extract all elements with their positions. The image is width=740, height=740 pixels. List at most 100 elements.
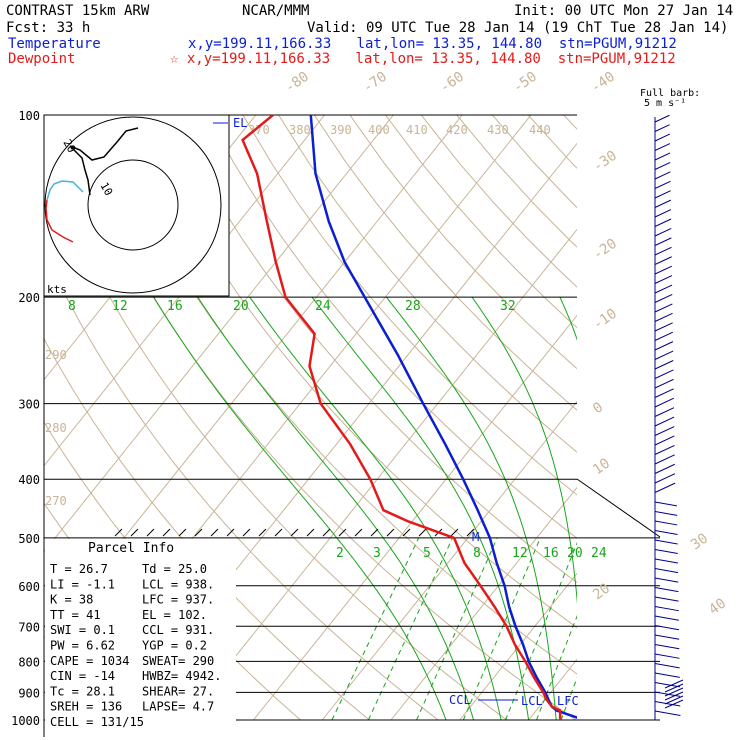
theta-label: 390 — [330, 123, 352, 137]
parcel-title: Parcel Info — [88, 541, 174, 556]
wind-barb — [654, 501, 678, 507]
pressure-tick-label: 1000 — [11, 714, 40, 728]
wind-barb — [654, 218, 672, 227]
parcel-box — [45, 539, 236, 725]
hash-mark — [274, 528, 283, 537]
hash-mark — [402, 528, 411, 537]
mixing-ratio-line — [416, 537, 498, 721]
hash-mark — [226, 528, 235, 537]
wind-barb — [654, 587, 679, 593]
moist-adiabat-label: 32 — [500, 299, 516, 314]
dry-adiabat-line — [242, 115, 577, 496]
parcel-value: SWI = 0.1 — [50, 623, 115, 637]
wind-barb — [654, 701, 681, 707]
hash-mark — [162, 528, 171, 537]
valid-time: Valid: 09 UTC Tue 28 Jan 14 (19 ChT Tue … — [307, 20, 728, 36]
hodograph-ring-20 — [44, 116, 222, 294]
isotherm-label: -50 — [510, 69, 540, 97]
hash-mark — [418, 528, 427, 537]
mixing-ratio-line — [331, 537, 420, 721]
wind-barb — [664, 699, 684, 709]
hash-mark — [338, 528, 347, 537]
pressure-tick-label: 500 — [18, 532, 40, 546]
pressure-tick-label: 800 — [18, 655, 40, 669]
wind-barb — [654, 369, 674, 379]
wind-barb — [654, 331, 674, 341]
wind-barb — [654, 312, 673, 322]
hash-mark — [242, 528, 251, 537]
hash-mark — [130, 528, 139, 537]
hash-mark — [114, 528, 123, 537]
isotherm-line — [253, 314, 577, 721]
isotherm-label: -20 — [590, 236, 620, 264]
dry-adiabat-line — [44, 155, 508, 721]
hash-mark — [178, 528, 187, 537]
hash-mark — [306, 528, 315, 537]
wind-barb — [654, 482, 676, 493]
parcel-value: CELL = 131/15 — [50, 715, 144, 729]
hash-mark — [466, 528, 475, 537]
moist-adiabat-label: 16 — [167, 299, 183, 314]
parcel-value: CIN = -14 — [50, 669, 115, 683]
dewpoint-location: ☆ x,y=199.11,166.33 lat,lon= 13.35, 144.… — [170, 51, 676, 67]
hodograph-ring-label: 10 — [97, 180, 115, 198]
moist-adiabat-label: 12 — [112, 299, 128, 314]
wind-barb — [654, 426, 675, 436]
isotherm-label: -70 — [360, 69, 390, 97]
parcel-value: PW = 6.62 — [50, 639, 115, 653]
theta-label: 440 — [529, 123, 551, 137]
wind-barb — [654, 663, 680, 669]
moist-adiabat-line — [386, 296, 557, 721]
wind-barb — [654, 133, 670, 142]
moist-adiabat-label: 20 — [233, 299, 249, 314]
wind-barb — [654, 511, 678, 516]
hodograph-trace-upper — [69, 127, 139, 196]
mixing-ratio-label: 3 — [373, 546, 381, 561]
pressure-tick-label: 300 — [18, 398, 40, 412]
wind-barb — [654, 416, 675, 427]
wind-barb — [654, 682, 681, 688]
wind-barb — [654, 530, 678, 535]
parcel-value: YGP = 0.2 — [142, 639, 207, 653]
hash-mark — [210, 528, 219, 537]
parcel-value: LFC = 937. — [142, 593, 214, 607]
frame-edge — [576, 478, 661, 538]
isotherm-label: -30 — [590, 148, 620, 176]
mixing-ratio-label: 8 — [473, 546, 481, 561]
wind-barb — [654, 606, 679, 612]
wind-barb — [664, 679, 684, 689]
isotherm-line — [459, 572, 577, 721]
wind-barb — [654, 322, 673, 332]
hash-mark — [370, 528, 379, 537]
moist-adiabat-label: 8 — [68, 299, 76, 314]
theta-label: 400 — [368, 123, 390, 137]
annotation-m: M — [472, 530, 479, 544]
theta-label: 380 — [289, 123, 311, 137]
wind-barb — [654, 625, 680, 631]
parcel-value: CAPE = 1034 — [50, 654, 129, 668]
pressure-tick-label: 200 — [18, 291, 40, 305]
temperature-location: x,y=199.11,166.33 lat,lon= 13.35, 144.80… — [188, 36, 677, 52]
theta-label: 430 — [487, 123, 509, 137]
dry-adiabat-line — [349, 115, 577, 370]
wind-barb — [654, 378, 674, 389]
theta-label: 370 — [248, 123, 270, 137]
wind-barb — [654, 227, 672, 237]
pressure-tick-label: 400 — [18, 473, 40, 487]
wind-barb — [654, 653, 680, 659]
mixing-ratio-label: 24 — [591, 546, 607, 561]
hodograph-trace-mid — [46, 180, 84, 201]
dry-adiabat-line — [171, 115, 577, 584]
forecast-hour: Fcst: 33 h — [6, 20, 90, 36]
wind-barb — [654, 577, 679, 583]
theta-label: 270 — [45, 494, 67, 508]
wind-barb — [654, 520, 678, 526]
isotherm-line — [44, 115, 325, 467]
dry-adiabat-line — [135, 115, 577, 629]
wind-barb — [654, 539, 678, 545]
wind-barb — [654, 463, 676, 474]
wind-barb — [654, 388, 674, 398]
wind-barb — [654, 143, 671, 151]
isotherm-label: 20 — [590, 581, 613, 604]
